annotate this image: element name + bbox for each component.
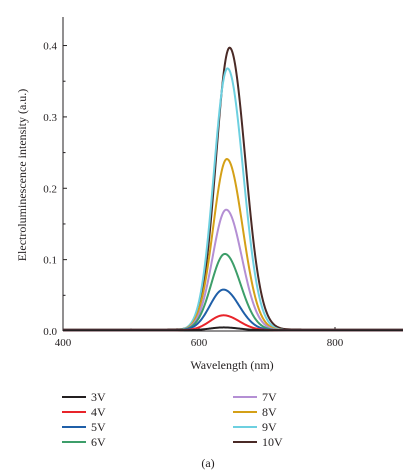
- legend-label: 10V: [262, 435, 283, 449]
- legend-label: 3V: [91, 390, 106, 404]
- legend-item-6v: 6V: [62, 435, 106, 449]
- legend-item-10v: 10V: [233, 435, 283, 449]
- series-line-10v: [62, 46, 404, 331]
- legend-label: 6V: [91, 435, 106, 449]
- figure-caption: (a): [201, 456, 214, 470]
- series-line-7v: [62, 208, 404, 332]
- series-lines: [62, 46, 404, 332]
- legend-item-3v: 3V: [62, 390, 106, 404]
- y-tick-label: 0.2: [43, 183, 57, 195]
- y-tick-label: 0.3: [43, 112, 57, 124]
- series-line-8v: [62, 158, 404, 332]
- y-tick-label: 0.4: [43, 41, 57, 53]
- legend-item-8v: 8V: [233, 405, 277, 419]
- legend-label: 8V: [262, 405, 277, 419]
- legend-label: 7V: [262, 390, 277, 404]
- x-tick-label: 400: [55, 337, 72, 349]
- series-line-9v: [62, 67, 404, 332]
- legend-item-5v: 5V: [62, 420, 106, 434]
- legend-label: 9V: [262, 420, 277, 434]
- y-tick-label: 0.1: [43, 255, 57, 267]
- x-axis-label: Wavelength (nm): [190, 358, 273, 372]
- series-line-3v: [62, 326, 404, 332]
- x-tick-label: 800: [327, 337, 344, 349]
- legend-item-7v: 7V: [233, 390, 277, 404]
- legend-label: 4V: [91, 405, 106, 419]
- series-line-5v: [62, 288, 404, 332]
- legend-item-9v: 9V: [233, 420, 277, 434]
- axes: 0.0 0.1 0.2 0.3 0.4 400 600 800: [43, 17, 403, 349]
- legend-label: 5V: [91, 420, 106, 434]
- y-axis-label: Electroluminescence intensity (a.u.): [15, 89, 29, 262]
- y-tick-label: 0.0: [43, 326, 57, 338]
- x-tick-label: 600: [191, 337, 208, 349]
- legend-item-4v: 4V: [62, 405, 106, 419]
